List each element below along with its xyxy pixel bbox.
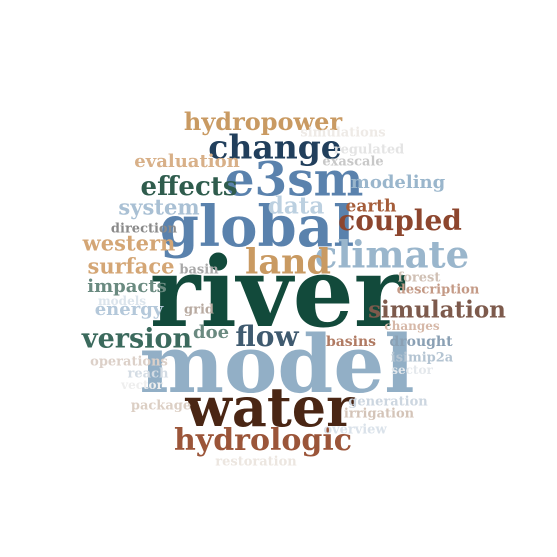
word-simulation: simulation bbox=[368, 296, 506, 324]
word-impacts: impacts bbox=[87, 276, 167, 297]
word-basins: basins bbox=[325, 334, 377, 350]
word-flow: flow bbox=[235, 320, 299, 353]
word-changes: changes bbox=[384, 319, 440, 333]
word-models: models bbox=[97, 294, 147, 308]
word-system: system bbox=[118, 194, 200, 220]
word-drought: drought bbox=[389, 334, 453, 350]
word-earth: earth bbox=[345, 196, 397, 217]
word-water: water bbox=[185, 375, 355, 439]
word-sector: sector bbox=[391, 363, 433, 377]
word-hydrologic: hydrologic bbox=[173, 423, 353, 458]
word-data: data bbox=[267, 192, 325, 220]
word-e3sm: e3sm bbox=[224, 152, 364, 208]
word-restoration: restoration bbox=[215, 454, 297, 470]
word-change: change bbox=[208, 127, 342, 167]
word-version: version bbox=[81, 323, 193, 355]
word-package: package bbox=[130, 398, 192, 414]
word-basin: basin bbox=[179, 262, 219, 278]
word-doe: doe bbox=[192, 322, 230, 343]
word-surface: surface bbox=[87, 253, 175, 279]
word-isimip2a: isimip2a bbox=[390, 350, 454, 366]
word-vector: vector bbox=[121, 378, 163, 392]
word-grid: grid bbox=[184, 302, 214, 318]
word-exascale: exascale bbox=[322, 154, 384, 170]
word-coupled: coupled bbox=[338, 204, 462, 237]
word-regulated: regulated bbox=[333, 142, 405, 158]
word-simulations: simulations bbox=[300, 125, 386, 141]
word-western: western bbox=[82, 230, 176, 256]
word-model: model bbox=[139, 317, 415, 411]
word-irrigation: irrigation bbox=[343, 406, 415, 422]
word-forest: forest bbox=[397, 270, 441, 286]
word-description: description bbox=[396, 282, 480, 298]
word-generation: generation bbox=[348, 394, 428, 410]
word-direction: direction bbox=[110, 221, 178, 237]
word-effects: effects bbox=[140, 172, 238, 202]
word-land: land bbox=[245, 241, 331, 283]
word-energy: energy bbox=[94, 299, 164, 320]
word-overview: overview bbox=[323, 422, 387, 438]
word-hydropower: hydropower bbox=[183, 107, 343, 136]
word-climate: climate bbox=[314, 232, 470, 277]
word-river: river bbox=[149, 236, 405, 349]
word-global: global bbox=[159, 194, 355, 260]
word-operations: operations bbox=[90, 354, 168, 370]
word-evaluation: evaluation bbox=[134, 151, 240, 172]
word-reach: reach bbox=[127, 366, 169, 382]
word-modeling: modeling bbox=[350, 172, 446, 193]
